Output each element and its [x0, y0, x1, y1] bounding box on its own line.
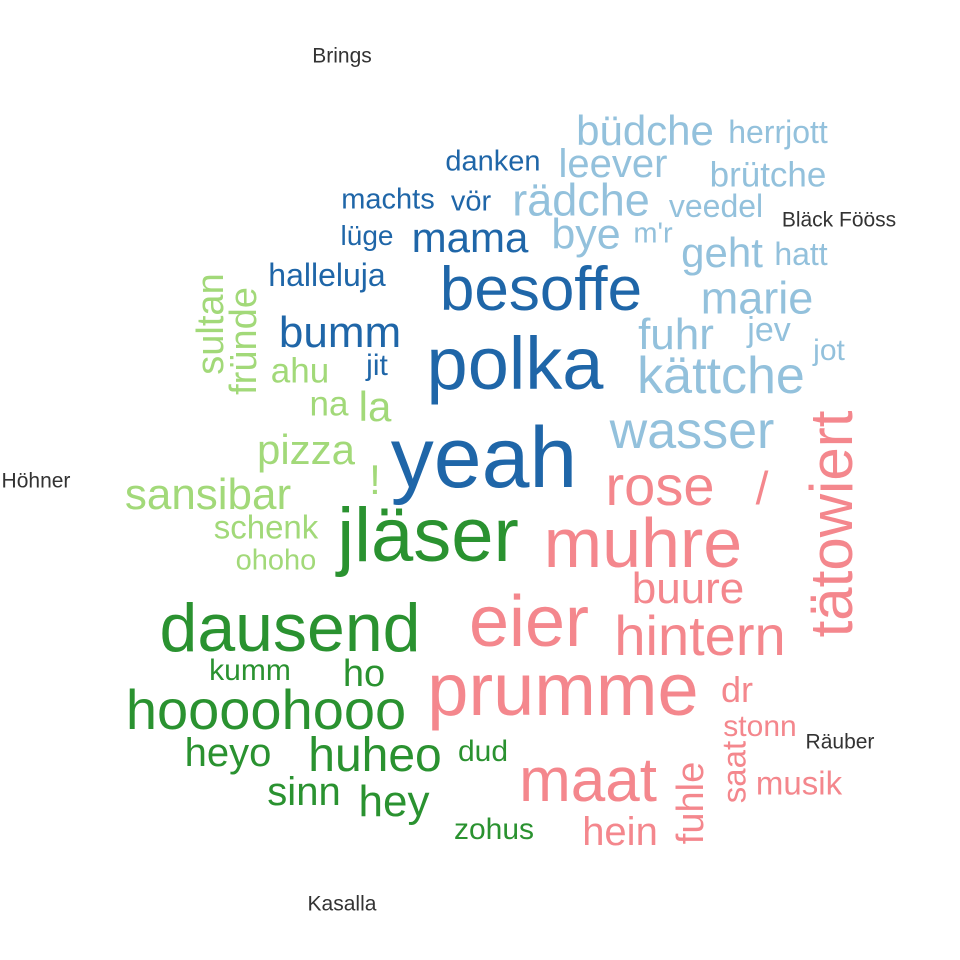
- word-hintern: hintern: [614, 604, 786, 667]
- word-stonn: stonn: [723, 710, 797, 743]
- word-bruetche: brütche: [709, 155, 827, 195]
- word-hey: hey: [358, 777, 430, 826]
- word-hein: hein: [582, 810, 658, 854]
- word-schenk: schenk: [213, 508, 319, 546]
- word-ho: ho: [342, 653, 386, 695]
- band-label-raeuber: Räuber: [805, 730, 875, 754]
- word-yeah: yeah: [390, 410, 578, 506]
- word-jit: jit: [366, 349, 388, 382]
- word-machts: machts: [341, 183, 435, 216]
- word-dausend: dausend: [159, 590, 421, 666]
- word-taetowiert: tätowiert: [798, 410, 865, 638]
- word-veedel: veedel: [668, 188, 764, 224]
- word-na: na: [309, 384, 349, 424]
- word-besoffe: besoffe: [439, 255, 643, 324]
- word-prumme: prumme: [427, 648, 699, 731]
- word-herrjott: herrjott: [728, 114, 828, 150]
- band-label-brings: Brings: [312, 44, 372, 68]
- word-ohoho: ohoho: [235, 544, 317, 577]
- word-halleluja: halleluja: [268, 257, 386, 293]
- word-jlaeser: jläser: [337, 493, 519, 578]
- word-eier: eier: [468, 582, 590, 662]
- word-heyo: heyo: [184, 731, 272, 775]
- word-wasser: wasser: [609, 402, 775, 460]
- word-marie: marie: [700, 272, 814, 324]
- word-la: la: [358, 383, 392, 430]
- word-slash: /: [755, 462, 769, 514]
- word-fuhr: fuhr: [638, 310, 714, 359]
- word-luege: lüge: [340, 220, 394, 251]
- word-leever: leever: [558, 142, 668, 186]
- word-kaettche: kättche: [637, 347, 805, 405]
- word-geht: geht: [681, 229, 763, 276]
- word-ahu: ahu: [270, 351, 330, 391]
- word-zohus: zohus: [453, 813, 535, 846]
- band-label-blaeck-foeoess: Bläck Fööss: [781, 208, 897, 232]
- word-danken: danken: [445, 145, 541, 178]
- word-muhre: muhre: [543, 504, 743, 582]
- word-hatt: hatt: [774, 236, 828, 272]
- word-bye: bye: [551, 210, 621, 259]
- band-label-hoehner: Höhner: [1, 469, 71, 493]
- word-rose: rose: [605, 454, 715, 517]
- word-dud: dud: [457, 735, 509, 768]
- word-polka: polka: [426, 322, 604, 405]
- word-dr: dr: [720, 669, 754, 710]
- word-mama: mama: [411, 214, 529, 261]
- word-buure: buure: [631, 564, 745, 613]
- word-kumm: kumm: [209, 654, 291, 687]
- word-huheo: huheo: [308, 729, 442, 782]
- word-exclamation: !: [369, 456, 381, 503]
- band-label-kasalla: Kasalla: [307, 892, 377, 916]
- word-voer: vör: [450, 185, 492, 218]
- word-fuhle: fuhle: [670, 761, 712, 845]
- word-jot: jot: [813, 334, 845, 367]
- word-sinn: sinn: [267, 770, 341, 814]
- word-raedche: rädche: [512, 174, 650, 226]
- word-saat: saat: [715, 740, 753, 804]
- word-pizza: pizza: [256, 426, 356, 473]
- word-fruende: fründe: [223, 287, 265, 395]
- word-bumm: bumm: [278, 308, 402, 357]
- word-buedche: büdche: [576, 107, 714, 154]
- word-maat: maat: [519, 746, 657, 815]
- word-jev: jev: [747, 311, 791, 349]
- word-hoooohooo: hoooohooo: [125, 678, 407, 741]
- word-sansibar: sansibar: [124, 470, 292, 519]
- word-musik: musik: [755, 764, 843, 802]
- word-mr: m'r: [633, 217, 673, 250]
